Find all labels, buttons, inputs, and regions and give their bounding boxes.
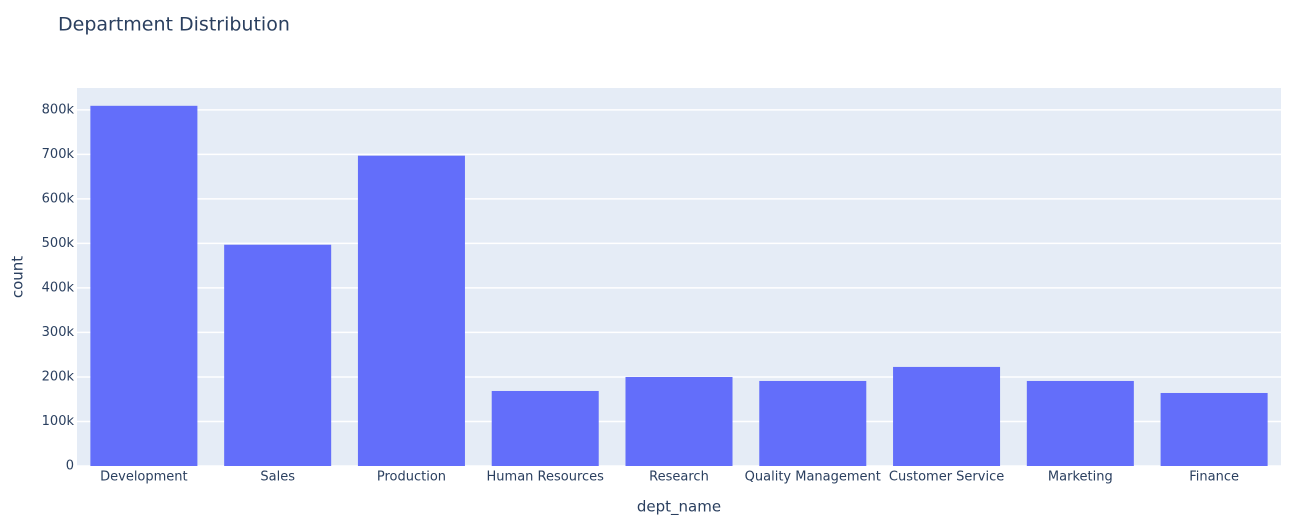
bar	[1026, 380, 1134, 466]
y-tick-label: 400k	[42, 280, 75, 295]
bar	[357, 155, 465, 466]
x-tick-label: Production	[377, 470, 446, 485]
x-tick-label: Human Resources	[487, 470, 605, 485]
x-tick-label: Customer Service	[889, 470, 1004, 485]
x-tick-label: Development	[100, 470, 188, 485]
y-tick-label: 0	[66, 459, 74, 474]
x-tick-label: Quality Management	[745, 470, 881, 485]
bar	[759, 380, 867, 466]
y-tick-label: 700k	[42, 147, 75, 162]
chart-title: Department Distribution	[58, 14, 290, 36]
bar	[491, 390, 599, 466]
bar	[224, 244, 332, 466]
y-tick-label: 300k	[42, 325, 75, 340]
y-tick-label: 200k	[42, 369, 75, 384]
x-axis-title: dept_name	[637, 498, 721, 517]
bar	[90, 105, 198, 466]
y-tick-label: 800k	[42, 102, 75, 117]
y-tick-label: 500k	[42, 236, 75, 251]
x-tick-label: Finance	[1189, 470, 1239, 485]
y-tick-label: 600k	[42, 191, 75, 206]
x-tick-label: Sales	[260, 470, 295, 485]
x-tick-label: Marketing	[1048, 470, 1113, 485]
bar	[1160, 392, 1268, 466]
x-tick-label: Research	[649, 470, 709, 485]
y-axis-title: count	[9, 256, 27, 298]
bar	[625, 376, 733, 466]
bar	[893, 366, 1001, 466]
y-tick-label: 100k	[42, 414, 75, 429]
